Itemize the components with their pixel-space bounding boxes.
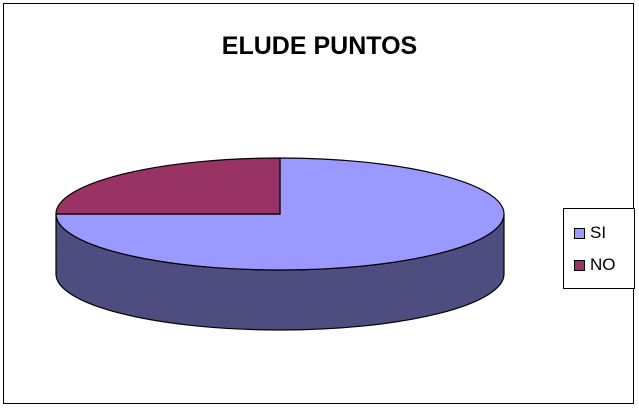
pie-chart (55, 157, 505, 331)
legend-item-no: NO (574, 253, 616, 277)
legend-item-si: SI (574, 221, 606, 245)
legend-label-si: SI (590, 223, 607, 242)
pie-slice-no (55, 157, 281, 215)
legend-swatch-no (574, 259, 585, 271)
legend: SI NO (563, 208, 635, 289)
chart-title: ELUDE PUNTOS (221, 32, 418, 60)
legend-label-no: NO (590, 255, 616, 274)
pie-tops (55, 157, 505, 271)
chart-area: ELUDE PUNTOS SI NO (3, 3, 635, 404)
pie-slice-si (55, 157, 505, 271)
legend-swatch-si (574, 227, 585, 239)
